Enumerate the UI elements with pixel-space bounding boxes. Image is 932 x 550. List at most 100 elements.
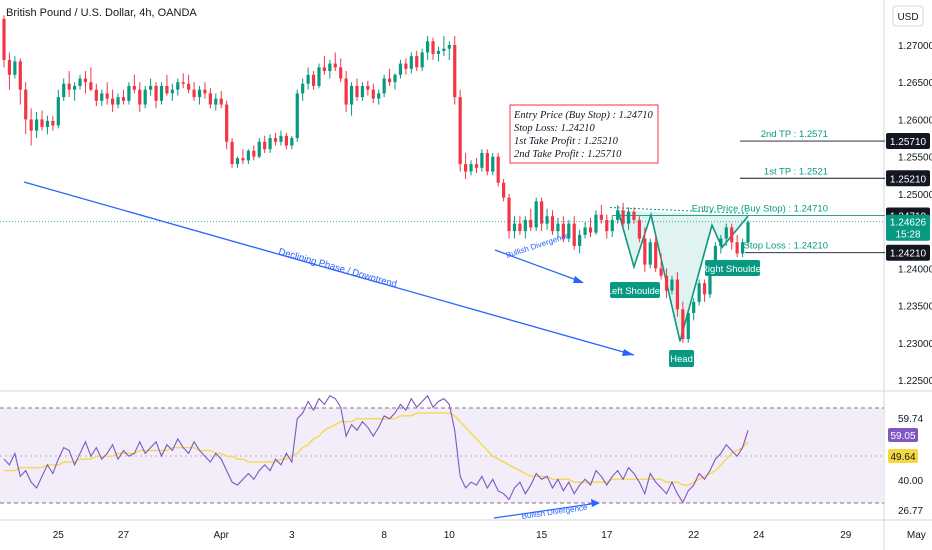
candle-body [561, 223, 565, 239]
rsi-divergence-line[interactable] [493, 502, 599, 519]
candle-body [7, 59, 12, 75]
candle-body [659, 268, 663, 276]
candle-body [442, 48, 446, 51]
candle-body [192, 89, 196, 98]
candle-body [317, 67, 321, 86]
trade-plan-box[interactable] [509, 104, 659, 164]
candle-body [469, 164, 473, 172]
candle-body [34, 119, 39, 131]
currency-button[interactable] [892, 5, 924, 27]
trade-box-entry: Entry Price (Buy Stop) : 1.24710 [513, 110, 654, 121]
candle-body [534, 201, 538, 228]
candle-body [246, 150, 250, 161]
candle-body [692, 301, 696, 313]
hs-pattern-line[interactable] [617, 210, 749, 342]
candle-body [170, 89, 174, 94]
candle-body [100, 93, 104, 101]
candle-body [523, 219, 527, 232]
candle-body [740, 242, 745, 254]
candle-body [485, 152, 489, 172]
candle-body [425, 41, 430, 53]
time-tick-label: 22 [688, 530, 700, 541]
candle-body [225, 104, 229, 142]
candle-body [301, 83, 305, 94]
candle-body [453, 45, 457, 98]
candle-body [132, 85, 136, 90]
candle-body [273, 138, 278, 142]
candle-body [149, 85, 153, 90]
level-price-tag [886, 170, 930, 187]
candle-body [127, 85, 131, 101]
candle-body [208, 93, 212, 105]
candle-body [409, 56, 413, 69]
candle-body [328, 63, 332, 72]
candle-body [2, 18, 6, 60]
candle-body [268, 138, 272, 150]
candle-body [735, 242, 739, 254]
price-tick-label: 1.23500 [898, 302, 932, 313]
candle-body [496, 156, 500, 183]
candle-countdown: 15:28 [895, 230, 920, 241]
level-label: 1st TP : 1.2521 [764, 166, 828, 177]
candle-body [518, 223, 522, 232]
trade-box-tp2: 2nd Take Profit : 1.25710 [514, 149, 622, 160]
level-price-tag-text: 1.25210 [890, 174, 927, 185]
candle-body [398, 63, 403, 75]
price-tick-label: 1.22500 [898, 376, 932, 387]
time-tick-label: 27 [118, 530, 130, 541]
candle-body [415, 56, 419, 68]
currency-label: USD [897, 12, 918, 23]
divergence-line[interactable] [494, 249, 583, 283]
candle-body [643, 238, 647, 265]
candle-body [279, 135, 283, 142]
candle-body [257, 141, 261, 157]
candle-body [371, 89, 375, 99]
candle-body [138, 89, 142, 105]
rsi-ma-line [4, 412, 749, 486]
candle-body [550, 216, 555, 232]
candle-body [664, 275, 669, 291]
candle-body [203, 89, 207, 94]
time-tick-label: 8 [381, 530, 387, 541]
candle-body [686, 313, 690, 340]
candle-body [502, 182, 506, 198]
rsi-tick-lower: 26.77 [898, 506, 923, 517]
candle-body [404, 63, 408, 69]
time-tick-label: Apr [213, 530, 229, 541]
candle-body [295, 93, 299, 139]
candle-body [572, 223, 576, 246]
candle-body [116, 97, 120, 105]
candle-body [333, 63, 337, 68]
candle-body [89, 82, 93, 90]
candle-body [56, 97, 60, 126]
right-shoulder-label: Right Shoulder [701, 264, 764, 275]
candle-body [45, 120, 50, 127]
chart-title: British Pound / U.S. Dollar, 4h, OANDA [6, 7, 197, 19]
candle-body [529, 219, 533, 228]
downtrend-line[interactable] [23, 181, 635, 356]
candle-body [290, 138, 294, 146]
candle-body [235, 158, 240, 165]
trade-box-tp1: 1st Take Profit : 1.25210 [514, 136, 619, 147]
candle-body [746, 222, 750, 243]
candle-body [176, 82, 180, 90]
rsi-ma-label: 49.64 [890, 452, 915, 463]
current-price-value: 1.24626 [890, 218, 927, 229]
candle-body [393, 74, 397, 83]
left-shoulder-label: Left Shoulder [607, 286, 664, 297]
candle-body [648, 242, 652, 265]
candle-body [51, 120, 55, 126]
time-tick-label: May [907, 530, 926, 541]
candle-body [512, 223, 517, 232]
time-tick-label: 25 [53, 530, 65, 541]
candle-body [458, 97, 462, 165]
candle-body [62, 83, 66, 98]
candle-body [230, 141, 234, 165]
candle-body [436, 50, 441, 54]
candle-body [556, 223, 560, 232]
time-tick-label: 3 [289, 530, 295, 541]
hs-neckline[interactable] [609, 206, 751, 214]
candle-body [507, 197, 511, 232]
candle-body [605, 219, 609, 232]
